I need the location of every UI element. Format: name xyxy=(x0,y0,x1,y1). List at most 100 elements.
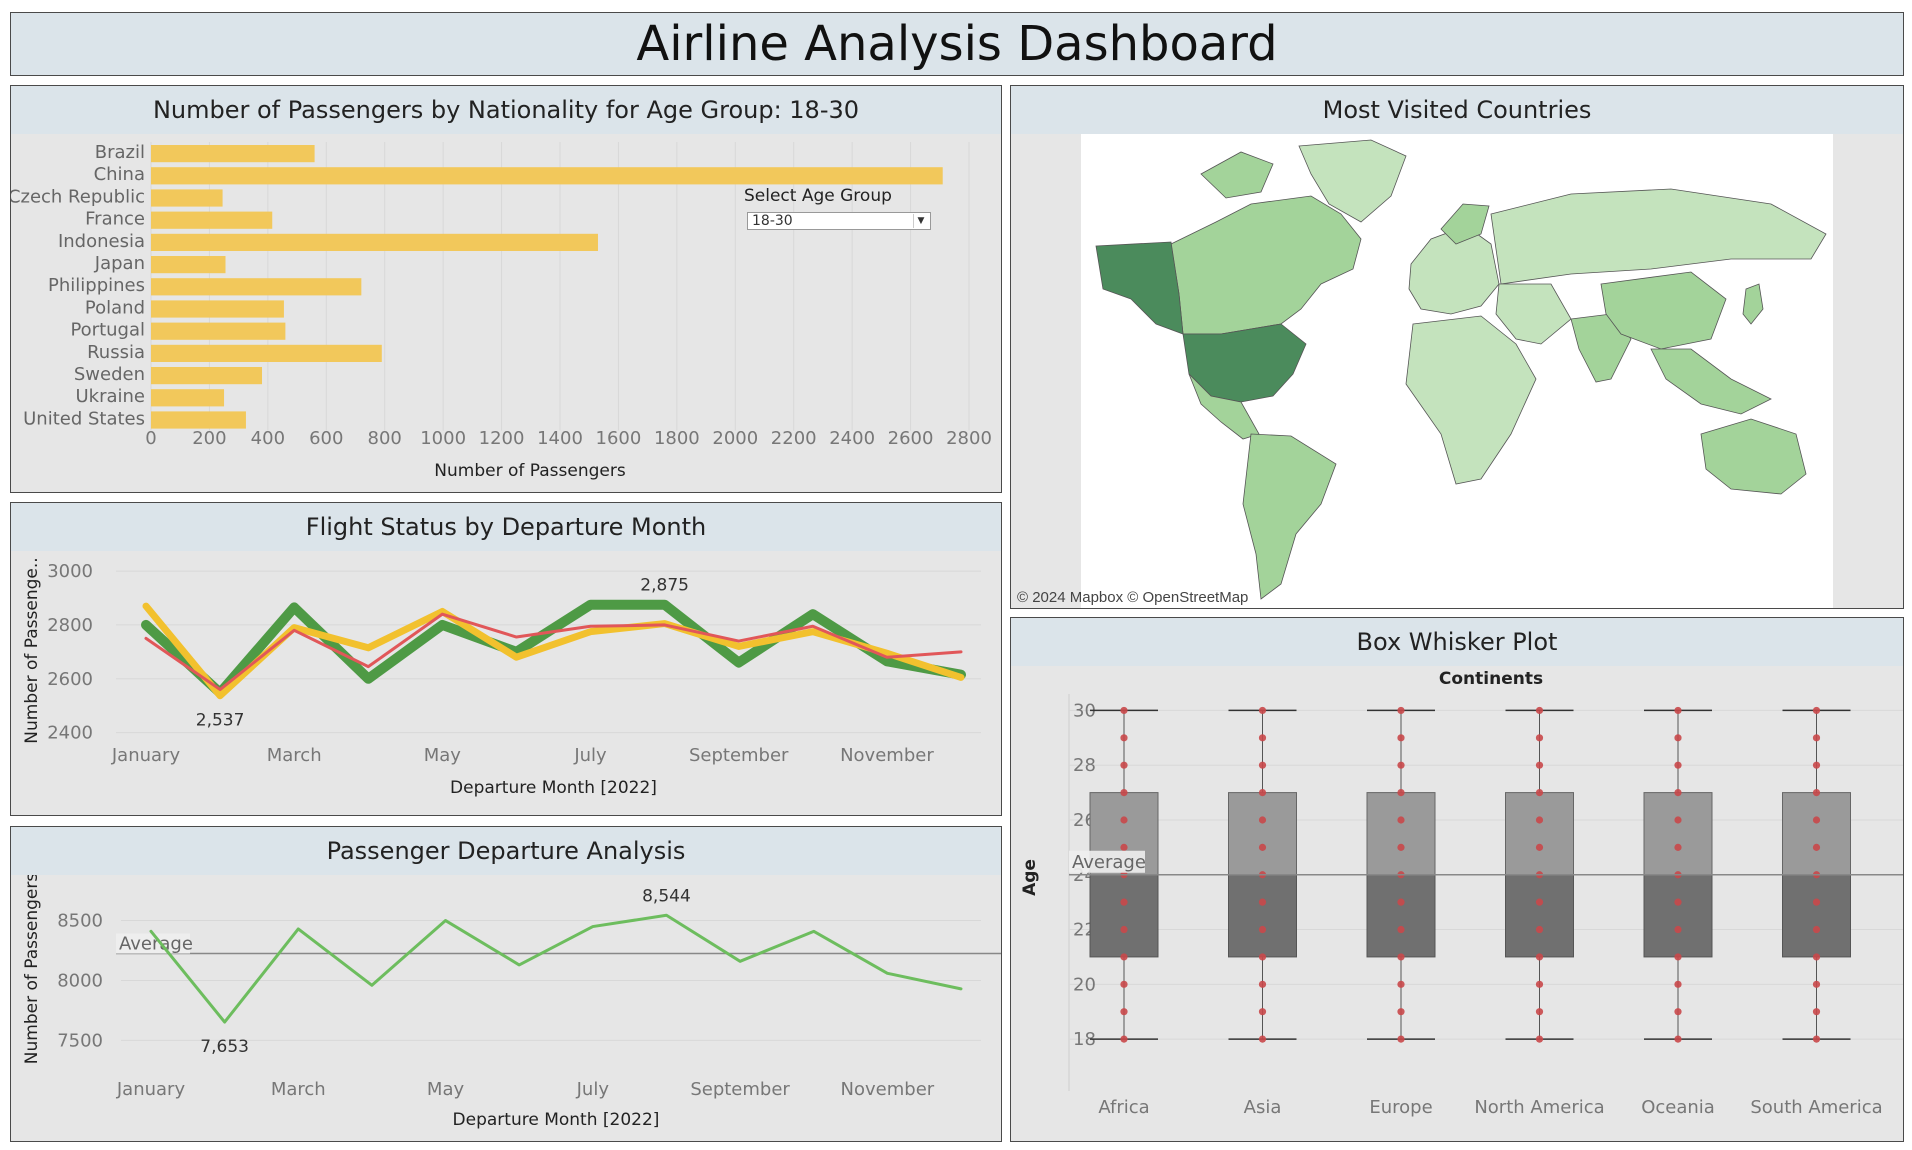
data-point xyxy=(1258,1008,1267,1016)
average-label-bg xyxy=(1069,850,1145,873)
map-greenland[interactable] xyxy=(1298,139,1407,223)
x-tick-label: 400 xyxy=(251,428,285,449)
data-point xyxy=(1258,980,1267,988)
data-point xyxy=(1674,980,1682,988)
map-panel: Most Visited Countries © 2024 Mapbox © O… xyxy=(1010,85,1904,609)
data-point xyxy=(1812,1008,1821,1016)
data-point xyxy=(1397,788,1405,797)
x-axis-label: Number of Passengers xyxy=(434,461,626,481)
map-middle-east[interactable] xyxy=(1495,283,1572,345)
data-point xyxy=(1674,761,1682,769)
data-point xyxy=(1397,734,1405,742)
data-point xyxy=(1535,953,1544,961)
category-label: Portugal xyxy=(70,320,145,341)
map-scandinavia[interactable] xyxy=(1440,203,1490,245)
map-arctic-islands[interactable] xyxy=(1200,151,1274,199)
data-point xyxy=(1535,761,1544,769)
world-map[interactable] xyxy=(1011,134,1903,608)
x-tick-label: November xyxy=(840,745,934,766)
category-label: Sweden xyxy=(74,364,145,385)
data-point xyxy=(1674,706,1682,715)
category-label: Africa xyxy=(1098,1097,1149,1118)
data-point xyxy=(1258,925,1267,934)
x-tick-label: May xyxy=(427,1079,465,1100)
data-point xyxy=(1120,980,1128,988)
data-label: 2,875 xyxy=(640,576,689,596)
average-label: Average xyxy=(119,934,193,955)
data-point xyxy=(1397,925,1405,934)
map-title: Most Visited Countries xyxy=(1011,86,1903,134)
data-point xyxy=(1812,980,1821,988)
data-point xyxy=(1258,761,1267,769)
average-label: Average xyxy=(1072,852,1146,873)
category-label: Ukraine xyxy=(75,386,145,407)
map-alaska[interactable] xyxy=(1095,241,1184,335)
column-header: Continents xyxy=(1439,669,1543,689)
data-point xyxy=(1397,898,1405,906)
data-point xyxy=(1258,953,1267,961)
data-point xyxy=(1535,925,1544,934)
data-point xyxy=(1258,898,1267,906)
flight-status-title: Flight Status by Departure Month xyxy=(11,503,1001,551)
data-point xyxy=(1120,734,1128,742)
map-japan[interactable] xyxy=(1742,283,1764,325)
data-point xyxy=(1535,1035,1544,1043)
map-australia[interactable] xyxy=(1700,418,1807,495)
departure-line-chart: 7500 8000 8500 January March May July September… xyxy=(22,875,1001,1130)
data-point xyxy=(1397,953,1405,961)
y-axis-label: Age xyxy=(1020,859,1040,896)
x-tick-label: 1200 xyxy=(479,428,525,449)
map-south-america[interactable] xyxy=(1242,433,1337,600)
data-point xyxy=(1674,925,1682,934)
data-point xyxy=(1397,843,1405,851)
map-africa[interactable] xyxy=(1405,315,1537,485)
y-tick-label: 3000 xyxy=(47,561,93,582)
map-russia[interactable] xyxy=(1490,188,1827,285)
x-tick-label: May xyxy=(424,745,462,766)
category-label: Russia xyxy=(87,342,145,363)
departure-panel: Passenger Departure Analysis 7500 8000 850… xyxy=(10,826,1002,1142)
y-tick-label: 8500 xyxy=(57,911,103,932)
x-tick-label: 200 xyxy=(192,428,226,449)
data-point xyxy=(1535,843,1544,851)
data-point xyxy=(1812,816,1821,824)
x-tick-label: July xyxy=(573,745,607,766)
data-point xyxy=(1812,706,1821,715)
box-lower xyxy=(1089,874,1159,958)
data-point xyxy=(1258,816,1267,824)
data-point xyxy=(1535,1008,1544,1016)
x-tick-label: 1600 xyxy=(596,428,642,449)
box-lower xyxy=(1228,874,1297,958)
category-label: Asia xyxy=(1244,1097,1282,1118)
x-axis-label: Departure Month [2022] xyxy=(453,1110,660,1130)
x-tick-label: 600 xyxy=(309,428,343,449)
age-group-selected: 18-30 xyxy=(752,213,793,229)
data-label: 2,537 xyxy=(196,711,245,731)
x-tick-label: March xyxy=(271,1079,326,1100)
category-label: Oceania xyxy=(1641,1097,1715,1118)
dashboard-title: Airline Analysis Dashboard xyxy=(10,12,1904,76)
x-tick-label: September xyxy=(690,1079,790,1100)
chevron-down-icon[interactable]: ▼ xyxy=(913,214,928,228)
bar-united-states xyxy=(151,411,246,429)
y-tick-label: 28 xyxy=(1073,755,1096,776)
map-china[interactable] xyxy=(1600,271,1727,350)
bar-russia xyxy=(151,344,382,362)
data-point xyxy=(1258,1035,1267,1043)
data-point xyxy=(1812,898,1821,906)
data-point xyxy=(1258,706,1267,715)
map-southeast-asia[interactable] xyxy=(1650,348,1772,415)
data-point xyxy=(1258,788,1267,797)
x-tick-label: 1400 xyxy=(537,428,583,449)
data-point xyxy=(1674,953,1682,961)
flight-status-panel: Flight Status by Departure Month 2400 260… xyxy=(10,502,1002,816)
y-tick-label: 20 xyxy=(1073,974,1096,995)
data-point xyxy=(1397,980,1405,988)
average-label-bg xyxy=(116,933,190,954)
data-point xyxy=(1674,788,1682,797)
box-lower xyxy=(1782,874,1851,958)
bar-indonesia xyxy=(151,233,598,251)
category-label: Philippines xyxy=(48,275,145,296)
age-group-dropdown[interactable]: 18-30 ▼ xyxy=(747,212,931,230)
data-point xyxy=(1535,980,1544,988)
